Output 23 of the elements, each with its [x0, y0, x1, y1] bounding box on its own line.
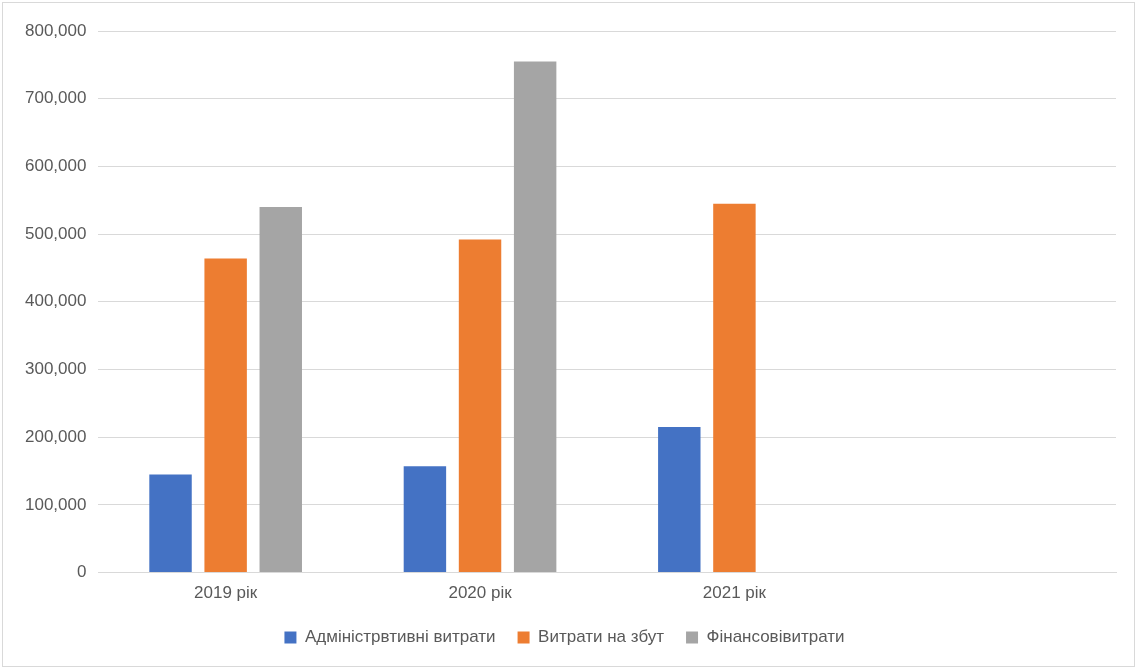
y-tick-label: 200,000: [25, 426, 87, 446]
bar: [713, 203, 756, 573]
y-tick-label: 500,000: [25, 223, 87, 243]
legend-label: Витрати на збут: [538, 627, 665, 647]
legend-label: Адміністрвтивні витрати: [304, 627, 496, 647]
bar: [458, 239, 502, 573]
bar: [658, 427, 701, 573]
y-tick-label: 600,000: [25, 156, 87, 176]
bar: [204, 258, 247, 573]
bar: [149, 474, 192, 573]
x-tick-label: 2020 рік: [448, 583, 513, 603]
y-tick-label: 0: [76, 562, 87, 582]
bar: [403, 466, 447, 573]
y-tick-label: 100,000: [25, 494, 87, 514]
x-tick-label: 2021 рік: [702, 583, 767, 603]
y-tick-label: 800,000: [25, 20, 87, 40]
y-tick-label: 300,000: [25, 359, 87, 379]
y-tick-label: 700,000: [25, 88, 87, 108]
bar: [259, 207, 302, 573]
y-tick-label: 400,000: [25, 291, 87, 311]
bar: [513, 61, 557, 573]
legend-label: Фінансовівитрати: [706, 627, 845, 647]
x-tick-label: 2019 рік: [194, 583, 258, 603]
